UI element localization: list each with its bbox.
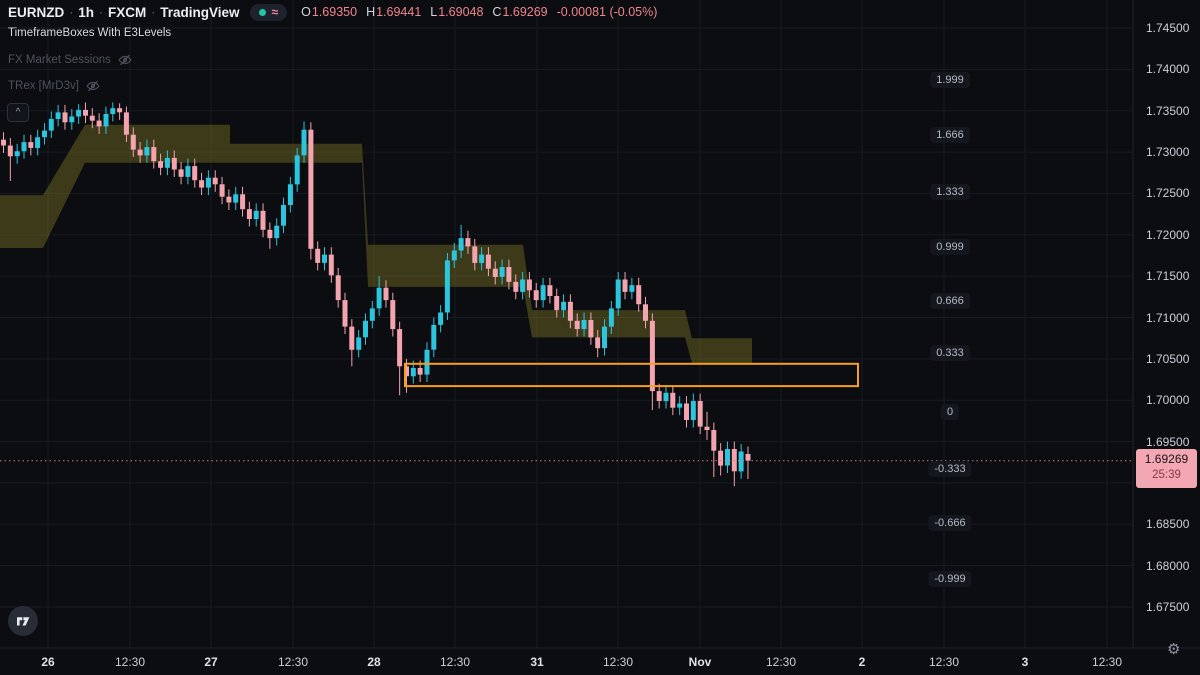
tradingview-logo-icon	[17, 617, 30, 626]
eye-hidden-icon[interactable]	[86, 79, 100, 93]
price-axis-label: 1.67500	[1146, 600, 1190, 614]
close-value: C1.69269	[492, 5, 548, 19]
price-axis-label: 1.70500	[1146, 351, 1190, 366]
price-axis-label: 1.72000	[1146, 227, 1190, 242]
e3-level-label: 1.666	[930, 127, 970, 143]
time-axis-label: 12:30	[1091, 655, 1123, 669]
time-axis-label: 31	[530, 655, 544, 669]
chevron-up-icon: ^	[15, 107, 21, 118]
chart-header: EURNZD · 1h · FXCM · TradingView ≈ O1.69…	[8, 3, 657, 21]
price-axis-label: 1.73500	[1146, 103, 1190, 118]
market-status-pill[interactable]: ≈	[249, 3, 288, 21]
indicator-label: TRex [MrD3v]	[8, 80, 79, 92]
change-value: -0.00081 (-0.05%)	[556, 5, 658, 19]
time-axis-label: 12:30	[277, 655, 309, 669]
price-axis-label: 1.68000	[1146, 558, 1190, 573]
title-separator: ·	[151, 5, 156, 19]
exchange-label[interactable]: FXCM	[108, 4, 147, 20]
price-axis-label: 1.69500	[1146, 434, 1190, 449]
e3-level-label: -0.333	[928, 461, 972, 477]
time-axis-label: 12:30	[928, 655, 960, 669]
time-axis-label: 28	[367, 655, 381, 669]
platform-label[interactable]: TradingView	[160, 4, 240, 20]
gear-icon[interactable]: ⚙	[1167, 641, 1181, 658]
price-axis-label: 1.73000	[1146, 145, 1190, 160]
last-price-label: 1.69269 25:39	[1136, 449, 1197, 488]
low-value: L1.69048	[430, 5, 484, 19]
bar-countdown: 25:39	[1152, 469, 1181, 481]
high-value: H1.69441	[366, 5, 422, 19]
e3-level-label: 1.999	[930, 72, 970, 88]
e3-level-label: 0.999	[930, 239, 970, 255]
time-axis-label: Nov	[688, 655, 712, 669]
price-axis-label: 1.74000	[1146, 62, 1190, 77]
time-axis-label: 12:30	[602, 655, 634, 669]
title-separator: ·	[69, 5, 74, 19]
e3-level-label: 0	[940, 404, 960, 420]
price-axis-label: 1.68500	[1146, 517, 1190, 532]
time-axis-label: 12:30	[765, 655, 797, 669]
time-axis-label: 26	[41, 655, 55, 669]
symbol-title[interactable]: EURNZD · 1h · FXCM · TradingView	[8, 5, 240, 20]
e3-level-label: -0.666	[928, 515, 972, 531]
legend-row-trex[interactable]: TRex [MrD3v]	[8, 79, 100, 93]
interval-label[interactable]: 1h	[78, 4, 95, 20]
last-price-value: 1.69269	[1144, 452, 1189, 466]
time-axis-label: 27	[204, 655, 218, 669]
e3-level-label: 1.333	[930, 184, 970, 200]
price-axis-label: 1.71500	[1146, 269, 1190, 284]
market-status-dot-icon	[258, 8, 266, 16]
e3-level-label: -0.999	[928, 571, 972, 587]
time-axis-label: 2	[858, 655, 866, 669]
legend-row-fx-market-sessions[interactable]: FX Market Sessions	[8, 53, 132, 67]
legend-row-timeframeboxes[interactable]: TimeframeBoxes With E3Levels	[8, 27, 171, 39]
eye-hidden-icon[interactable]	[118, 53, 132, 67]
time-axis-label: 12:30	[114, 655, 146, 669]
open-value: O1.69350	[301, 5, 358, 19]
price-axis-label: 1.71000	[1146, 310, 1190, 325]
indicator-label: TimeframeBoxes With E3Levels	[8, 27, 172, 39]
price-axis-label: 1.70000	[1146, 393, 1190, 408]
e3-level-label: 0.333	[930, 345, 970, 361]
candles	[1, 102, 751, 487]
e3-level-label: 0.666	[930, 293, 970, 309]
title-separator: ·	[99, 5, 104, 19]
drawn-rectangle[interactable]	[404, 362, 859, 388]
legend-collapse-button[interactable]: ^	[7, 103, 29, 122]
symbol-name[interactable]: EURNZD	[8, 4, 65, 20]
indicator-label: FX Market Sessions	[8, 54, 111, 66]
tradingview-logo[interactable]	[8, 606, 38, 636]
delayed-data-icon: ≈	[271, 4, 279, 19]
time-axis-label: 3	[1021, 655, 1029, 669]
ohlc-readout: O1.69350 H1.69441 L1.69048 C1.69269 -0.0…	[301, 5, 657, 19]
price-axis-label: 1.74500	[1146, 21, 1190, 35]
time-axis-label: 12:30	[439, 655, 471, 669]
price-axis-label: 1.72500	[1146, 186, 1190, 201]
htf-box-band	[0, 124, 752, 363]
